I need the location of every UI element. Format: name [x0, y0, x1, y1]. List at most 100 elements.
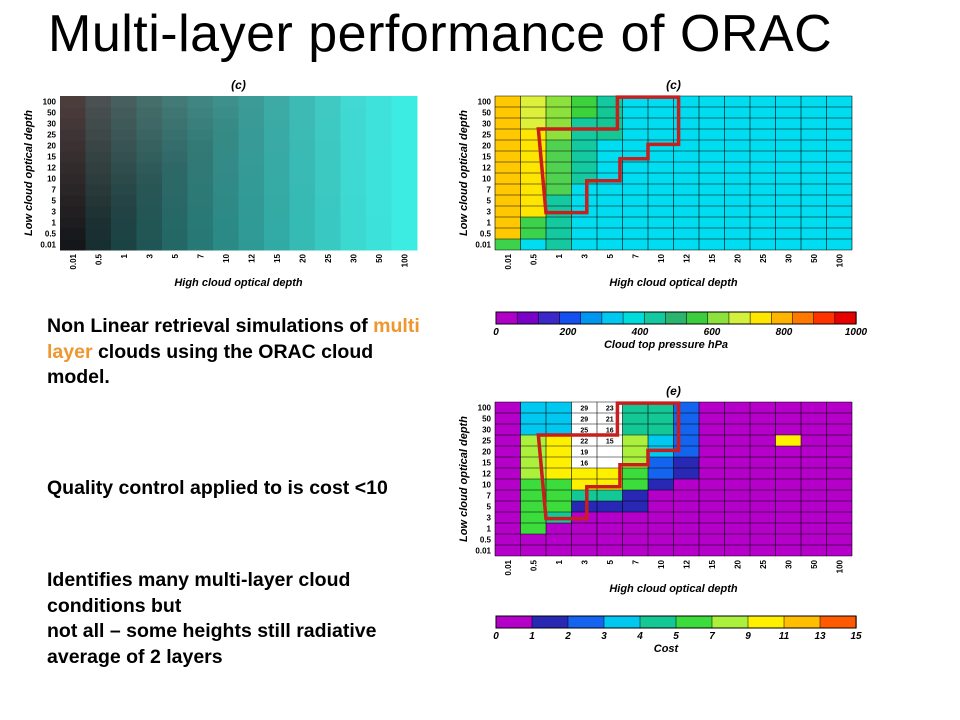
cost-cell: [597, 490, 623, 501]
cost-cell: [622, 468, 648, 479]
ctp-cell: [495, 228, 521, 239]
ctp-cell: [801, 140, 827, 151]
ctp-cell: [775, 129, 801, 140]
ctp-cell: [775, 184, 801, 195]
composite-cell: [340, 162, 367, 174]
cost-cell: [495, 512, 521, 523]
x-tick-group: 3: [580, 559, 589, 564]
ctp-cell: [724, 195, 750, 206]
cost-value-label: 19: [580, 450, 588, 457]
composite-cell: [366, 217, 392, 229]
cost-cell: [622, 402, 648, 413]
composite-cell: [289, 173, 316, 185]
ctp-cell: [648, 162, 674, 173]
ctp-cell: [673, 140, 699, 151]
composite-cell: [111, 107, 137, 119]
ctp-cell: [597, 151, 623, 162]
ctp-cell: [775, 206, 801, 217]
cost-cell: [495, 479, 521, 490]
colorbar-frame: [495, 615, 857, 629]
cost-cell: [622, 501, 648, 512]
cost-cell: [750, 446, 776, 457]
cost-cell: [520, 424, 546, 435]
cost-cell: [801, 424, 827, 435]
p3-line2: not all – some heights still radiative a…: [47, 620, 377, 668]
x-tick-label: 5: [171, 253, 180, 258]
colorbar-swatch: [559, 311, 582, 325]
panel-label: (c): [666, 78, 681, 92]
composite-cell: [213, 239, 239, 251]
composite-cell: [60, 107, 86, 119]
cost-cell: [801, 457, 827, 468]
ctp-cell: [520, 118, 546, 129]
y-tick-label: 7: [487, 186, 492, 195]
x-tick-group: 7: [631, 559, 640, 564]
x-tick-label: 0.5: [529, 559, 538, 571]
composite-cell: [111, 162, 137, 174]
composite-cell: [60, 217, 86, 229]
ctp-cell: [699, 129, 725, 140]
y-tick-label: 20: [482, 142, 491, 151]
composite-cell: [340, 118, 367, 130]
ctp-cell: [673, 195, 699, 206]
cost-cell: [622, 446, 648, 457]
cost-cell: [546, 446, 572, 457]
x-tick-group: 10: [657, 559, 666, 568]
composite-cell: [366, 206, 392, 218]
composite-cell: [264, 228, 290, 240]
composite-cell: [60, 162, 86, 174]
y-tick-label: 12: [47, 164, 56, 173]
x-tick-label: 20: [733, 253, 742, 262]
y-tick-label: 0.5: [480, 230, 492, 239]
cost-cell: [750, 545, 776, 556]
composite-cell: [60, 206, 86, 218]
ctp-cell: [699, 151, 725, 162]
cost-cell: [495, 457, 521, 468]
composite-cell: [213, 162, 239, 174]
ctp-colorbar: 0 200 400 600 800 1000 Cloud top pressure hPa: [488, 308, 888, 364]
colorbar-swatch: [749, 311, 772, 325]
ctp-cell: [699, 239, 725, 250]
colorbar-tick-label: 11: [779, 631, 790, 642]
cost-cell: [750, 435, 776, 446]
cost-cell: [826, 479, 852, 490]
x-tick-group: 20: [298, 253, 307, 262]
composite-cell: [289, 96, 316, 108]
ctp-cell: [622, 228, 648, 239]
x-tick-group: 0.01: [504, 559, 513, 575]
composite-cell: [111, 217, 137, 229]
y-tick-label: 0.01: [40, 241, 56, 250]
ctp-cell: [571, 217, 597, 228]
cost-cell: [775, 435, 801, 446]
x-tick-label: 20: [733, 559, 742, 568]
ctp-cell: [673, 228, 699, 239]
composite-cell: [162, 96, 188, 108]
x-tick-group: 5: [171, 253, 180, 258]
cost-cell: [673, 534, 699, 545]
composite-cell: [111, 239, 137, 251]
cost-cell: [750, 457, 776, 468]
cost-cell: [520, 501, 546, 512]
cost-cell: [546, 545, 572, 556]
composite-cell: [366, 140, 392, 152]
x-tick-label: 0.01: [504, 559, 513, 575]
x-tick-group: 7: [196, 253, 205, 258]
x-tick-label: 15: [708, 253, 717, 262]
cost-cell: [775, 446, 801, 457]
description-paragraph-2: Quality control applied to is cost <10: [47, 476, 437, 502]
cost-cell: [520, 468, 546, 479]
cost-cell: [648, 512, 674, 523]
x-tick-group: 15: [708, 559, 717, 568]
composite-cell: [136, 239, 163, 251]
ctp-cell: [699, 173, 725, 184]
ctp-cell: [750, 140, 776, 151]
panel-label: (c): [231, 78, 246, 92]
colorbar-tick-label: 13: [814, 631, 826, 642]
composite-cell: [391, 151, 418, 163]
y-tick-label: 50: [482, 109, 491, 118]
composite-cell: [264, 184, 290, 196]
cost-cell: [520, 512, 546, 523]
x-tick-label: 15: [273, 253, 282, 262]
ctp-cell: [775, 239, 801, 250]
cost-cell: [750, 402, 776, 413]
